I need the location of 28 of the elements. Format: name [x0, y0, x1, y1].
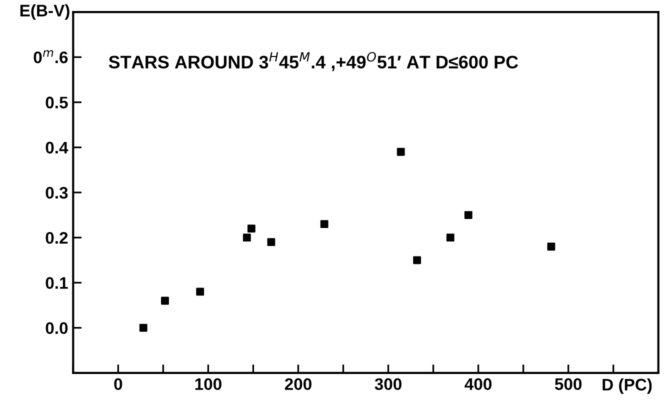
- point: [547, 242, 556, 251]
- point: [161, 296, 169, 305]
- point: [247, 224, 256, 233]
- point: [267, 238, 276, 246]
- y-tick-label: 0$^{m}$.6: [34, 50, 68, 64]
- point: [396, 148, 405, 156]
- y-axis-title: E(B-V): [20, 4, 70, 20]
- x-tick-label: 300: [374, 378, 402, 390]
- y-tick-label: 0.2: [46, 232, 68, 244]
- y-tick-label: 0.4: [46, 142, 68, 154]
- x-tick-label: 0: [114, 378, 122, 390]
- point: [320, 220, 328, 228]
- y-tick-label: 0.3: [46, 186, 68, 199]
- y-tick-label: 0.5: [46, 96, 68, 108]
- y-tick-label: 0.1: [46, 277, 68, 289]
- x-axis-title: D (PC): [602, 378, 652, 394]
- x-tick-label: 400: [464, 378, 492, 390]
- x-tick-label: 100: [195, 378, 222, 390]
- text: STARS AROUND 3$^{H}$45$^{M}$.4 ,+49$^{O}$51′ AT D≤600 PC: [108, 52, 518, 72]
- y-tick-label: 0.0: [46, 322, 68, 334]
- x-tick-label: 500: [554, 378, 582, 390]
- point: [464, 211, 472, 219]
- point: [242, 234, 251, 242]
- point: [196, 288, 204, 296]
- point: [446, 234, 454, 242]
- x-tick-label: 200: [284, 378, 312, 390]
- point: [413, 256, 422, 264]
- point: [139, 324, 148, 332]
